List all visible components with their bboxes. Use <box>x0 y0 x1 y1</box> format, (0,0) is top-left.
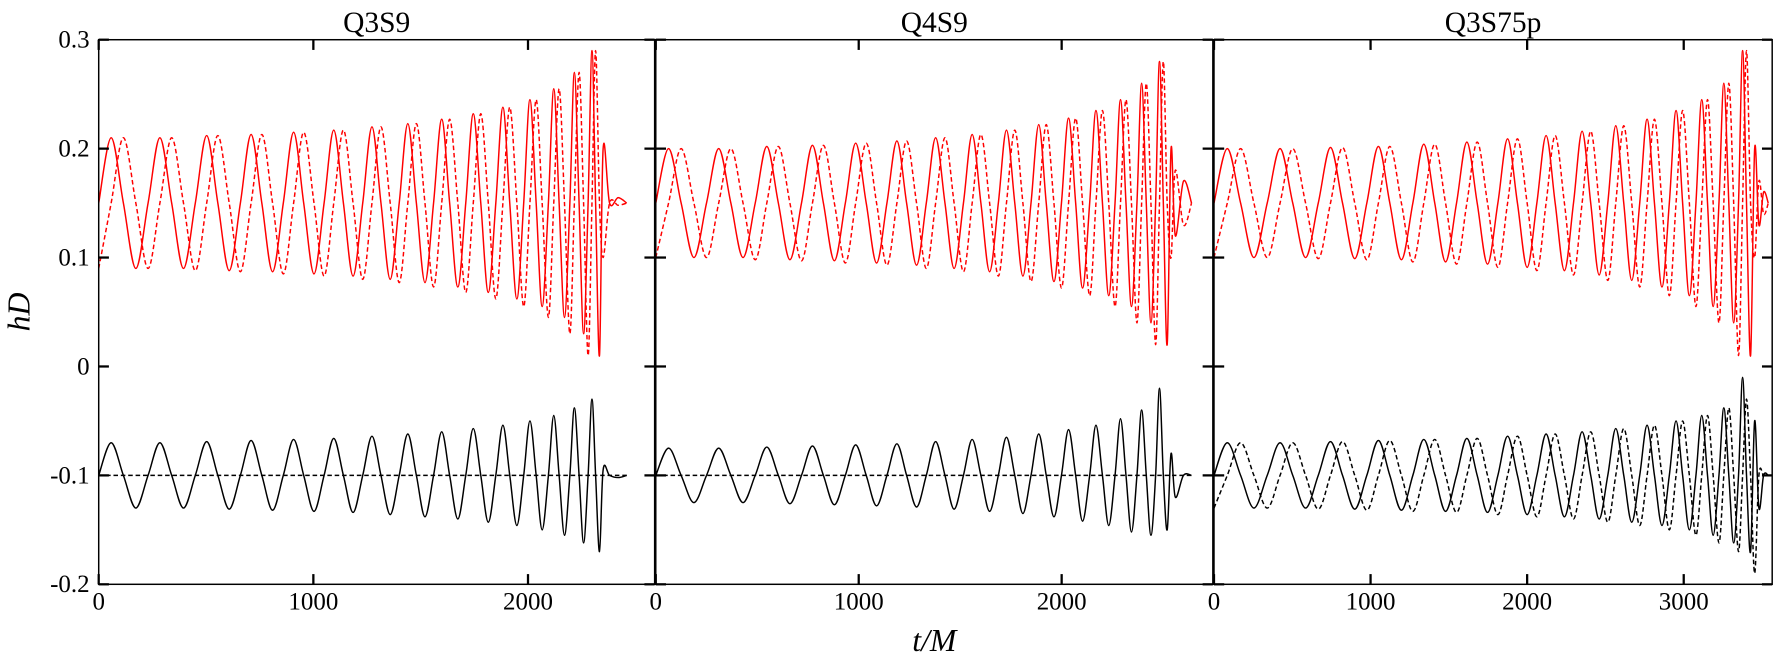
x-tick-label: 1000 <box>834 588 884 615</box>
x-axis-label: t/M <box>912 623 958 658</box>
waveform-line <box>98 398 627 553</box>
panel-title: Q4S9 <box>901 7 968 39</box>
axes-frame <box>655 38 1214 586</box>
waveform-line <box>98 49 627 357</box>
waveform-line <box>1213 376 1769 554</box>
x-tick-label: 0 <box>650 588 662 615</box>
x-tick-label: 2000 <box>1037 588 1087 615</box>
waveform-line <box>655 387 1192 537</box>
x-tick-label: 1000 <box>1346 588 1396 615</box>
y-tick-label: 0.1 <box>58 244 89 271</box>
waveform-line <box>98 49 628 357</box>
x-tick-label: 0 <box>1208 588 1220 615</box>
waveform-line <box>655 60 1193 346</box>
panel-title: Q3S75p <box>1445 7 1542 39</box>
waveform-line <box>655 60 1193 346</box>
x-tick-label: 1000 <box>288 588 338 615</box>
y-tick-label: 0.3 <box>58 27 89 54</box>
y-tick-label: 0 <box>77 353 89 380</box>
x-tick-label: 2000 <box>1502 588 1552 615</box>
plot-area <box>1213 49 1769 575</box>
y-tick-label: -0.2 <box>50 571 90 598</box>
plot-area <box>655 60 1193 537</box>
plot-area <box>98 49 628 553</box>
axes-frame <box>97 38 656 586</box>
waveform-line <box>1213 49 1769 357</box>
x-tick-label: 3000 <box>1659 588 1709 615</box>
panel-title: Q3S9 <box>343 7 410 39</box>
waveform-line <box>1213 49 1769 357</box>
x-tick-label: 2000 <box>503 588 553 615</box>
y-axis-label: hD <box>1 293 36 332</box>
y-tick-label: 0.2 <box>58 136 89 163</box>
axes-frame <box>1213 38 1773 586</box>
y-tick-label: -0.1 <box>50 462 90 489</box>
x-tick-label: 0 <box>92 588 104 615</box>
waveform-line <box>1213 398 1769 575</box>
